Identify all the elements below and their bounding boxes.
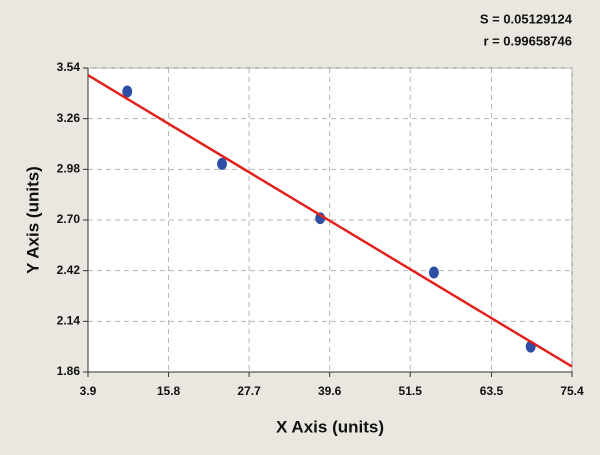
x-tick-label: 15.8	[157, 384, 181, 398]
y-tick-label: 2.70	[57, 212, 81, 226]
data-point	[428, 266, 439, 279]
annotation: r = 0.99658746	[483, 33, 572, 48]
y-tick-label: 2.98	[57, 162, 81, 176]
x-tick-label: 51.5	[399, 384, 423, 398]
fit-line	[87, 74, 573, 368]
x-tick-label: 27.7	[237, 384, 261, 398]
data-point	[122, 85, 133, 98]
annotation: S = 0.05129124	[480, 11, 573, 26]
x-axis-label: X Axis (units)	[276, 417, 384, 436]
x-tick-label: 3.9	[80, 384, 97, 398]
x-tick-label: 39.6	[318, 384, 342, 398]
y-tick-label: 2.14	[57, 314, 81, 328]
y-tick-label: 3.26	[57, 111, 81, 125]
y-tick-label: 1.86	[57, 364, 81, 378]
x-tick-label: 63.5	[480, 384, 504, 398]
y-tick-label: 2.42	[57, 263, 81, 277]
x-tick-label: 75.4	[560, 384, 584, 398]
y-axis-label: Y Axis (units)	[23, 166, 42, 274]
data-point	[217, 157, 228, 170]
y-tick-label: 3.54	[57, 60, 81, 74]
